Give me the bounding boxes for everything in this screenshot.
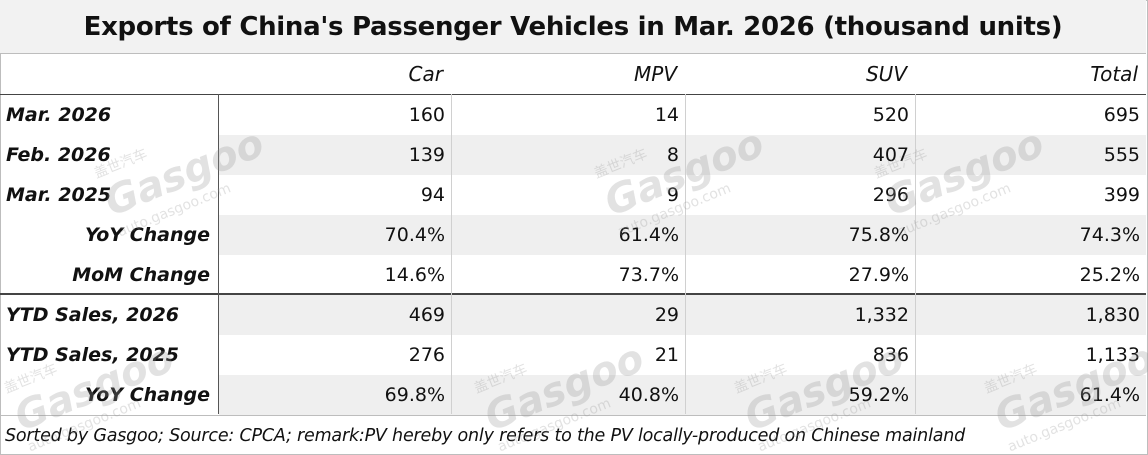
cell-car: 69.8% <box>219 375 451 415</box>
cell-total: 74.3% <box>915 215 1146 255</box>
column-divider <box>915 94 916 414</box>
cell-mpv: 8 <box>451 135 685 175</box>
cell-mpv: 73.7% <box>618 264 679 286</box>
section-divider <box>0 293 1146 295</box>
table-footnote: Sorted by Gasgoo; Source: CPCA; remark:P… <box>0 415 1146 453</box>
cell-mpv: 14 <box>654 104 679 126</box>
table-row: Mar. 2026 160 14 520 695 <box>0 95 1146 135</box>
column-header-suv: SUV <box>865 62 907 86</box>
table-row: Feb. 2026 139 8 407 555 <box>0 135 1146 175</box>
row-label: Mar. 2026 <box>6 104 112 126</box>
cell-mpv: 21 <box>654 344 679 366</box>
cell-total: 555 <box>915 135 1146 175</box>
table-row: YTD Sales, 2025 276 21 836 1,133 <box>0 335 1146 375</box>
cell-mpv: 61.4% <box>451 215 685 255</box>
table-row: YoY Change 70.4% 61.4% 75.8% 74.3% <box>0 215 1146 255</box>
table-row: YTD Sales, 2026 469 29 1,332 1,830 <box>0 295 1146 335</box>
cell-suv: 407 <box>685 135 915 175</box>
label-column-divider <box>218 94 219 414</box>
cell-car: 14.6% <box>384 264 445 286</box>
table-row: MoM Change 14.6% 73.7% 27.9% 25.2% <box>0 255 1146 295</box>
cell-total: 1,830 <box>915 295 1146 335</box>
cell-total: 1,133 <box>1085 344 1140 366</box>
table-row: Mar. 2025 94 9 296 399 <box>0 175 1146 215</box>
cell-mpv: 29 <box>451 295 685 335</box>
table-title: Exports of China's Passenger Vehicles in… <box>0 0 1146 54</box>
cell-mpv: 9 <box>666 184 679 206</box>
cell-car: 160 <box>408 104 445 126</box>
column-header-car: Car <box>408 62 443 86</box>
column-divider <box>685 94 686 414</box>
cell-car: 70.4% <box>219 215 451 255</box>
table-row: YoY Change 69.8% 40.8% 59.2% 61.4% <box>0 375 1146 415</box>
row-label: Feb. 2026 <box>6 144 111 166</box>
cell-total: 399 <box>1103 184 1140 206</box>
row-label: YoY Change <box>84 224 210 246</box>
column-header-mpv: MPV <box>634 62 677 86</box>
cell-mpv: 40.8% <box>451 375 685 415</box>
row-label: Mar. 2025 <box>6 184 112 206</box>
cell-car: 94 <box>420 184 445 206</box>
cell-total: 695 <box>1103 104 1140 126</box>
cell-total: 25.2% <box>1079 264 1140 286</box>
cell-suv: 1,332 <box>685 295 915 335</box>
row-label: YoY Change <box>84 384 210 406</box>
cell-suv: 296 <box>872 184 909 206</box>
row-label: MoM Change <box>72 264 210 286</box>
cell-suv: 59.2% <box>685 375 915 415</box>
cell-car: 276 <box>408 344 445 366</box>
cell-suv: 836 <box>872 344 909 366</box>
cell-suv: 27.9% <box>848 264 909 286</box>
column-divider <box>451 94 452 414</box>
table-header: Car MPV SUV Total <box>0 54 1146 95</box>
column-header-total: Total <box>1090 62 1138 86</box>
row-label: YTD Sales, 2025 <box>6 344 180 366</box>
cell-suv: 75.8% <box>685 215 915 255</box>
cell-total: 61.4% <box>915 375 1146 415</box>
cell-suv: 520 <box>872 104 909 126</box>
row-label: YTD Sales, 2026 <box>6 304 180 326</box>
cell-car: 139 <box>219 135 451 175</box>
cell-car: 469 <box>219 295 451 335</box>
